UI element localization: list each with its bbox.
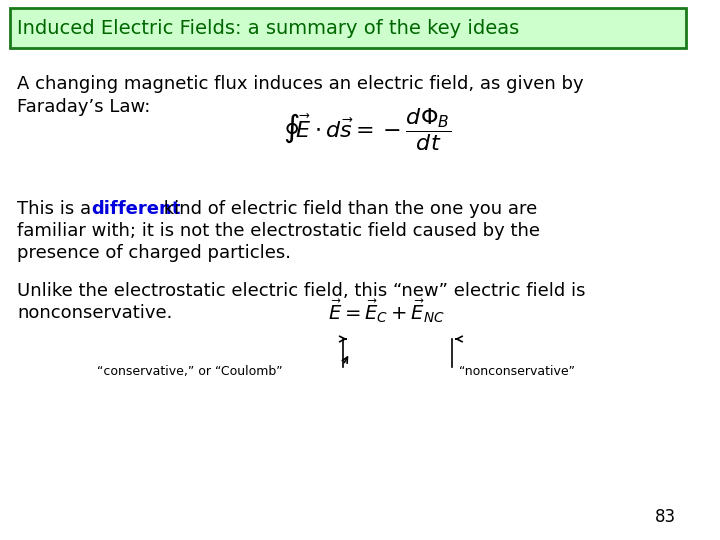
Text: $\oint \!\vec{E} \cdot d\vec{s} = -\dfrac{d\Phi_B}{dt}$: $\oint \!\vec{E} \cdot d\vec{s} = -\dfra…	[283, 106, 451, 152]
Text: This is a: This is a	[17, 200, 97, 218]
Text: “conservative,” or “Coulomb”: “conservative,” or “Coulomb”	[96, 365, 282, 378]
Text: Unlike the electrostatic electric field, this “new” electric field is: Unlike the electrostatic electric field,…	[17, 282, 586, 300]
Text: nonconservative.: nonconservative.	[17, 304, 173, 322]
Text: kind of electric field than the one you are: kind of electric field than the one you …	[158, 200, 537, 218]
Text: different: different	[91, 200, 181, 218]
Bar	[9, 8, 686, 48]
Text: 83: 83	[655, 508, 676, 526]
Text: $\vec{E} = \vec{E}_C + \vec{E}_{NC}$: $\vec{E} = \vec{E}_C + \vec{E}_{NC}$	[328, 297, 445, 325]
Text: Faraday’s Law:: Faraday’s Law:	[17, 98, 150, 116]
Text: familiar with; it is not the electrostatic field caused by the: familiar with; it is not the electrostat…	[17, 222, 541, 240]
Text: presence of charged particles.: presence of charged particles.	[17, 244, 292, 262]
Text: “nonconservative”: “nonconservative”	[459, 365, 575, 378]
Text: Induced Electric Fields: a summary of the key ideas: Induced Electric Fields: a summary of th…	[17, 18, 520, 37]
Text: A changing magnetic flux induces an electric field, as given by: A changing magnetic flux induces an elec…	[17, 75, 584, 93]
